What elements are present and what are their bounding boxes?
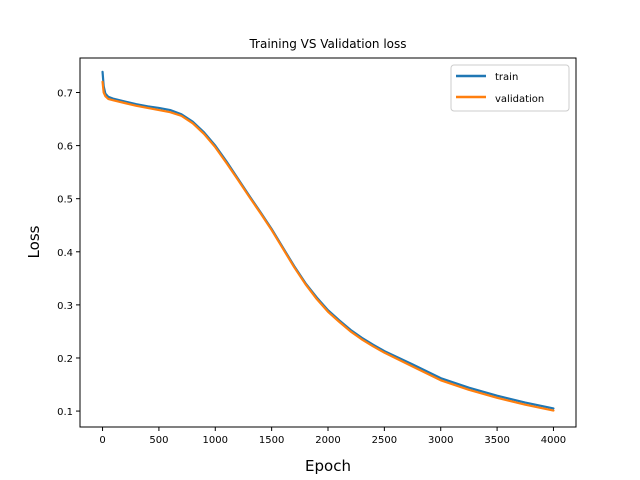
series-line-validation [101,80,555,412]
x-tick-label: 1500 [259,435,284,446]
x-tick-label: 1000 [203,435,228,446]
plot-area [101,70,555,412]
x-tick-label: 2000 [315,435,340,446]
x-axis: 0 500 1000 1500 2000 2500 3000 3500 4000 [99,427,566,446]
y-tick-label: 0.5 [57,195,73,206]
legend-label-validation: validation [495,94,544,105]
y-tick-label: 0.7 [57,89,73,100]
x-tick-label: 0 [99,435,105,446]
y-tick-label: 0.2 [57,354,73,365]
legend: train validation [450,64,570,112]
x-tick-label: 4000 [541,435,566,446]
y-tick-label: 0.3 [57,301,73,312]
chart-title: Training VS Validation loss [248,37,406,51]
x-tick-label: 2500 [372,435,397,446]
legend-label-train: train [495,72,518,83]
x-axis-title: Epoch [305,457,351,475]
y-axis: 0.1 0.2 0.3 0.4 0.5 0.6 0.7 [57,89,80,418]
x-tick-label: 3000 [428,435,453,446]
x-tick-label: 3500 [484,435,509,446]
y-axis-title: Loss [25,225,43,258]
y-tick-label: 0.6 [57,142,73,153]
x-tick-label: 500 [149,435,168,446]
y-tick-label: 0.1 [57,407,73,418]
y-tick-label: 0.4 [57,248,73,259]
